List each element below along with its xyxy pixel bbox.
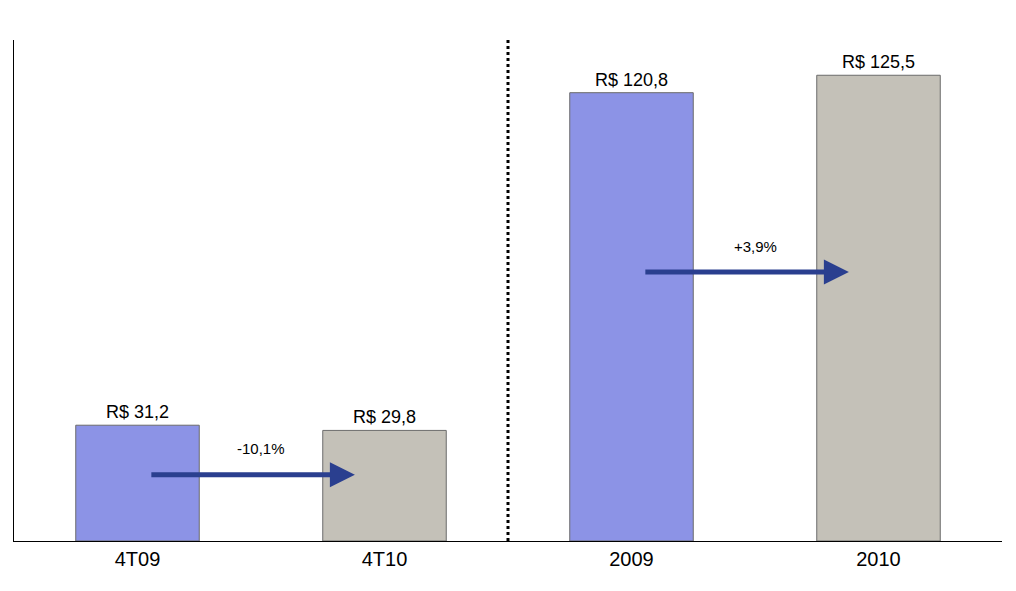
svg-text:2009: 2009: [609, 548, 654, 570]
svg-text:R$ 31,2: R$ 31,2: [106, 402, 169, 422]
svg-text:+3,9%: +3,9%: [734, 238, 777, 255]
svg-text:R$ 120,8: R$ 120,8: [595, 70, 668, 90]
svg-text:4T09: 4T09: [115, 548, 161, 570]
svg-text:R$ 125,5: R$ 125,5: [842, 52, 915, 72]
svg-text:-10,1%: -10,1%: [237, 440, 285, 457]
svg-text:R$ 29,8: R$ 29,8: [353, 407, 416, 427]
svg-text:2010: 2010: [856, 548, 901, 570]
svg-text:4T10: 4T10: [362, 548, 408, 570]
